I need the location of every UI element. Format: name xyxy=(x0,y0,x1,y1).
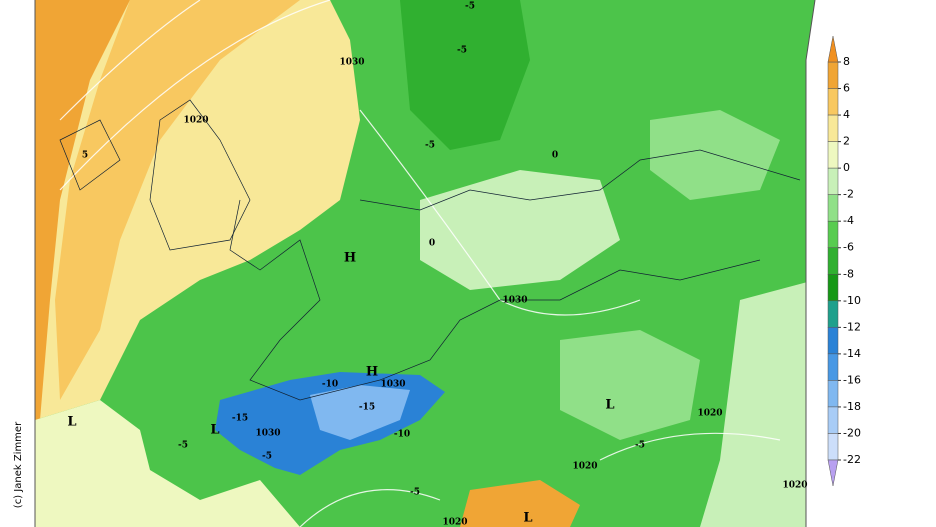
colorbar-tick-label: -18 xyxy=(843,400,861,413)
map-label: 0 xyxy=(429,239,435,249)
field-light xyxy=(420,170,620,290)
colorbar-band xyxy=(827,380,839,408)
map-label: 1030 xyxy=(380,380,405,390)
map-label: 1020 xyxy=(782,481,807,491)
map-label: -5 xyxy=(635,441,645,451)
map-label: 1020 xyxy=(572,462,597,472)
map-label: -15 xyxy=(359,403,375,413)
colorbar: 8 6 4 2 0 -2 -4 -6 -8 -10 -12 -14 -16 -18 -20 -22 xyxy=(827,35,861,487)
map-label: 1030 xyxy=(502,296,527,306)
colorbar-tick-label: -12 xyxy=(843,320,861,333)
map-label: -5 xyxy=(178,441,188,451)
map-label: -10 xyxy=(322,380,338,390)
colorbar-tick-label: -6 xyxy=(843,241,854,254)
map-label: L xyxy=(605,398,614,413)
colorbar-band xyxy=(827,141,839,169)
map-label: -5 xyxy=(465,2,475,12)
colorbar-tick-label: -16 xyxy=(843,373,861,386)
map-label: 1030 xyxy=(255,429,280,439)
colorbar-arrow-top xyxy=(827,35,839,63)
map-label: 5 xyxy=(82,151,88,161)
field-warm2 xyxy=(35,0,130,420)
field-cold2 xyxy=(310,385,410,440)
field-light3 xyxy=(560,330,700,440)
map-label: 1020 xyxy=(697,409,722,419)
colorbar-tick-label: -20 xyxy=(843,426,861,439)
colorbar-band xyxy=(827,300,839,328)
field-east xyxy=(700,280,815,527)
map-label: 1020 xyxy=(442,518,467,527)
borders xyxy=(59,99,801,401)
colorbar-tick-label: 0 xyxy=(843,161,850,174)
colorbar-band xyxy=(827,220,839,248)
colorbar-tick-label: -14 xyxy=(843,347,861,360)
colorbar-tick-label: 2 xyxy=(843,135,850,148)
map-label: -5 xyxy=(410,488,420,498)
colorbar-band xyxy=(827,247,839,275)
colorbar-band xyxy=(827,406,839,434)
field-warm3 xyxy=(55,0,300,400)
map-label: -5 xyxy=(457,46,467,56)
colorbar-band xyxy=(827,327,839,355)
colorbar-tick-label: -4 xyxy=(843,214,854,227)
map-label: H xyxy=(366,365,378,380)
credit: (c) Janek Zimmer xyxy=(13,421,24,508)
map-label: L xyxy=(523,511,532,526)
map-label: L xyxy=(210,423,219,438)
colorbar-tick-label: -8 xyxy=(843,267,854,280)
colorbar-tick-label: -22 xyxy=(843,453,861,466)
field-light2 xyxy=(650,110,780,200)
map-fields xyxy=(35,0,815,527)
colorbar-tick-label: 6 xyxy=(843,82,850,95)
colorbar-band xyxy=(827,167,839,195)
colorbar-tick-label: 8 xyxy=(843,55,850,68)
map-label: -10 xyxy=(394,430,410,440)
map-label: 1020 xyxy=(183,116,208,126)
map-label: 1030 xyxy=(339,58,364,68)
map-label: -5 xyxy=(425,141,435,151)
colorbar-band xyxy=(827,274,839,302)
colorbar-band xyxy=(827,88,839,116)
field-south xyxy=(35,400,300,527)
colorbar-band xyxy=(827,194,839,222)
colorbar-arrow-bottom xyxy=(827,459,839,487)
colorbar-band xyxy=(827,61,839,89)
map-label: H xyxy=(344,251,356,266)
colorbar-band xyxy=(827,433,839,461)
colorbar-tick-label: -10 xyxy=(843,294,861,307)
colorbar-tick-label: -2 xyxy=(843,188,854,201)
colorbar-band xyxy=(827,114,839,142)
map-label: -15 xyxy=(232,414,248,424)
map-label: 0 xyxy=(552,151,558,161)
map-frame xyxy=(34,0,816,527)
map-label: -5 xyxy=(262,452,272,462)
colorbar-band xyxy=(827,353,839,381)
map-label: L xyxy=(67,415,76,430)
field-scand xyxy=(400,0,530,150)
field-greece xyxy=(460,480,580,527)
colorbar-tick-label: 4 xyxy=(843,108,850,121)
isobars xyxy=(59,0,781,527)
